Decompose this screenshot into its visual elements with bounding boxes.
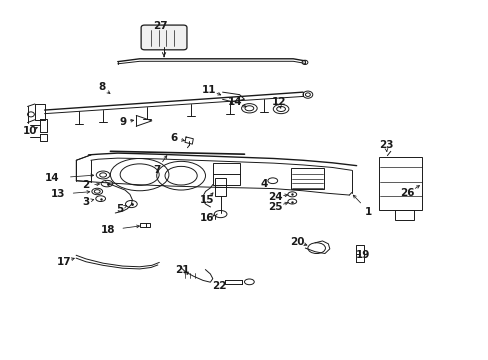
Text: 3: 3	[82, 197, 89, 207]
Bar	[394, 211, 413, 220]
Text: 15: 15	[199, 195, 214, 206]
Text: 18: 18	[101, 225, 115, 235]
Text: 13: 13	[51, 189, 65, 199]
Text: 2: 2	[82, 180, 89, 190]
Text: 21: 21	[175, 265, 189, 275]
Text: 4: 4	[260, 179, 267, 189]
Text: 1: 1	[365, 207, 372, 217]
Text: 14: 14	[44, 173, 59, 183]
Text: 25: 25	[267, 202, 282, 212]
Bar	[378, 157, 422, 211]
Text: 12: 12	[271, 97, 285, 107]
Text: 19: 19	[355, 250, 369, 260]
Bar	[212, 163, 239, 185]
Text: 22: 22	[211, 281, 226, 291]
Text: 17: 17	[57, 257, 71, 267]
Bar	[290, 168, 324, 189]
FancyBboxPatch shape	[141, 25, 186, 50]
Text: 11: 11	[202, 85, 216, 95]
Text: 23: 23	[378, 140, 392, 150]
Text: 24: 24	[267, 192, 282, 202]
Text: 10: 10	[22, 126, 37, 135]
Text: 16: 16	[199, 213, 214, 222]
Text: 20: 20	[289, 237, 304, 247]
Text: 27: 27	[153, 21, 167, 31]
Bar	[215, 178, 225, 196]
Text: 5: 5	[116, 204, 123, 214]
Text: 9: 9	[119, 117, 126, 127]
Bar	[140, 223, 150, 227]
Text: 7: 7	[153, 165, 160, 175]
Text: 8: 8	[98, 82, 105, 93]
Text: 6: 6	[170, 133, 177, 143]
Text: 14: 14	[227, 97, 242, 107]
Text: 26: 26	[400, 188, 414, 198]
